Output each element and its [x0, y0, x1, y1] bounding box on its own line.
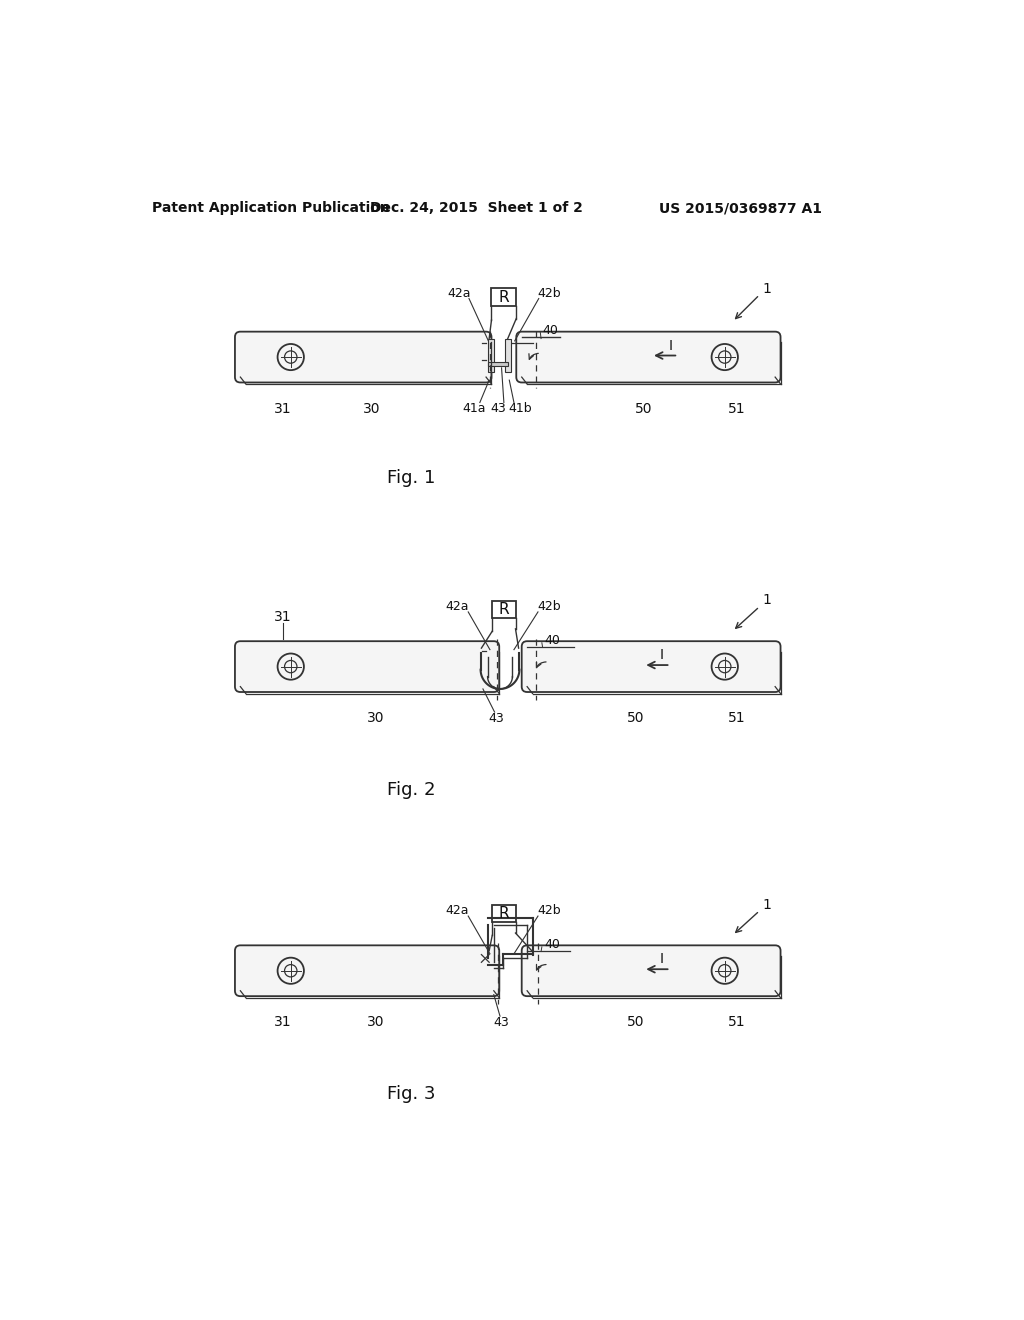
Bar: [487, 339, 494, 372]
Text: 43: 43: [494, 1016, 509, 1028]
Text: 50: 50: [627, 711, 644, 725]
Text: 51: 51: [728, 1015, 745, 1030]
Text: 50: 50: [635, 401, 652, 416]
Bar: [487, 362, 508, 367]
Bar: [493, 601, 515, 618]
Text: 42b: 42b: [537, 601, 560, 612]
Text: Fig. 3: Fig. 3: [387, 1085, 435, 1104]
Text: 42b: 42b: [537, 904, 560, 917]
Text: Patent Application Publication: Patent Application Publication: [153, 202, 390, 215]
Text: 43: 43: [488, 711, 504, 725]
Text: I: I: [659, 952, 664, 966]
Text: 43: 43: [490, 403, 506, 416]
Text: 31: 31: [274, 401, 292, 416]
Text: 30: 30: [368, 1015, 385, 1030]
Text: 51: 51: [728, 711, 745, 725]
Text: US 2015/0369877 A1: US 2015/0369877 A1: [658, 202, 821, 215]
FancyBboxPatch shape: [234, 642, 500, 692]
Text: 1: 1: [763, 594, 772, 607]
Text: I: I: [659, 648, 664, 663]
Text: 31: 31: [274, 1015, 292, 1030]
Text: 42b: 42b: [537, 288, 560, 301]
FancyBboxPatch shape: [521, 945, 780, 997]
Text: 41b: 41b: [508, 403, 531, 416]
Text: 42a: 42a: [447, 288, 471, 301]
Text: 41a: 41a: [462, 403, 485, 416]
Text: 50: 50: [627, 1015, 644, 1030]
Text: 40: 40: [545, 634, 560, 647]
FancyBboxPatch shape: [234, 945, 500, 997]
Text: R: R: [499, 907, 509, 921]
Text: 1: 1: [763, 282, 772, 296]
Text: 42a: 42a: [445, 904, 469, 917]
FancyBboxPatch shape: [516, 331, 780, 383]
Text: Fig. 1: Fig. 1: [387, 469, 435, 487]
Text: R: R: [499, 602, 509, 618]
Text: 42a: 42a: [445, 601, 469, 612]
Text: 30: 30: [364, 401, 381, 416]
Text: Dec. 24, 2015  Sheet 1 of 2: Dec. 24, 2015 Sheet 1 of 2: [371, 202, 584, 215]
Text: 1: 1: [763, 898, 772, 912]
Text: 31: 31: [274, 610, 292, 624]
FancyBboxPatch shape: [521, 642, 780, 692]
Text: 40: 40: [543, 325, 558, 338]
Text: 51: 51: [728, 401, 745, 416]
Text: 30: 30: [368, 711, 385, 725]
FancyBboxPatch shape: [234, 331, 492, 383]
Text: Fig. 2: Fig. 2: [387, 781, 435, 799]
Bar: [492, 288, 516, 306]
Text: 40: 40: [545, 939, 560, 952]
Text: R: R: [499, 289, 509, 305]
Text: I: I: [669, 338, 673, 352]
Bar: [505, 339, 511, 372]
Bar: [493, 906, 515, 923]
